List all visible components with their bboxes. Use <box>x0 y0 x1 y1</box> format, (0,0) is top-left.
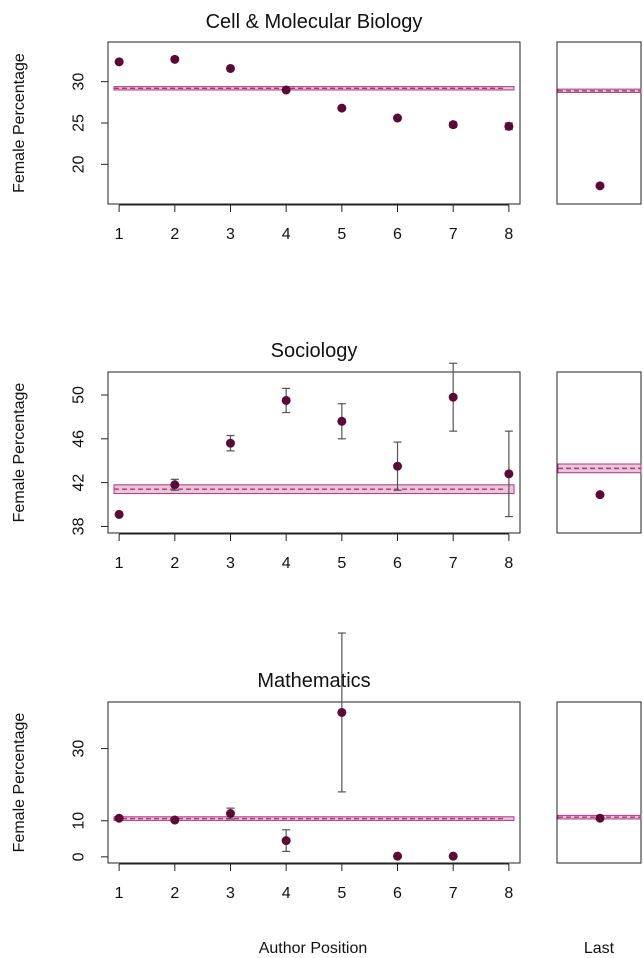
last-axis-label: Last <box>584 940 615 957</box>
data-point <box>448 120 458 130</box>
x-tick-label: 3 <box>226 226 235 243</box>
chart-panel-2: Sociology Female Percentage 38 42 46 50 1 2 3 4 5 6… <box>11 340 642 572</box>
x-tick-label: 8 <box>504 555 513 572</box>
data-point <box>393 113 403 123</box>
x-tick-label: 7 <box>449 555 458 572</box>
data-point <box>170 54 180 64</box>
plot-frame <box>107 701 521 864</box>
last-data-point <box>595 813 605 823</box>
data-point <box>504 469 514 479</box>
x-tick-label: 4 <box>282 885 291 902</box>
y-tick-label: 0 <box>71 852 88 861</box>
last-plot-frame <box>556 41 642 205</box>
x-tick-label: 5 <box>337 555 346 572</box>
x-tick-label: 4 <box>282 226 291 243</box>
y-tick-label: 46 <box>71 430 88 448</box>
chart-panel-3: Mathematics Female Percentage 0 10 30 1 2 3 4 5 6 7… <box>11 632 642 902</box>
last-data-point <box>595 490 605 500</box>
y-tick-label: 30 <box>71 740 88 758</box>
data-point <box>504 121 514 131</box>
chart-title: Sociology <box>271 340 358 362</box>
x-tick-label: 2 <box>170 226 179 243</box>
y-tick-label: 20 <box>71 155 88 173</box>
x-tick-label: 2 <box>170 885 179 902</box>
data-point <box>337 416 347 426</box>
data-point <box>281 85 291 95</box>
x-tick-label: 3 <box>226 555 235 572</box>
data-point <box>170 480 180 490</box>
last-plot-frame <box>556 701 642 864</box>
data-point <box>114 509 124 519</box>
plot-frame <box>107 371 521 534</box>
data-point <box>114 813 124 823</box>
last-data-point <box>595 181 605 191</box>
data-point <box>225 809 235 819</box>
y-axis-label: Female Percentage <box>11 383 28 523</box>
x-axis-label: Author Position <box>259 940 368 957</box>
data-point <box>448 851 458 861</box>
panels-group: Cell & Molecular Biology Female Percentag… <box>11 11 642 902</box>
y-tick-label: 10 <box>71 812 88 830</box>
data-point <box>281 395 291 405</box>
data-point <box>393 851 403 861</box>
x-tick-label: 6 <box>393 226 402 243</box>
y-tick-label: 50 <box>71 386 88 404</box>
chart-title: Mathematics <box>257 670 370 692</box>
x-tick-label: 8 <box>504 885 513 902</box>
data-point <box>337 707 347 717</box>
data-point <box>225 438 235 448</box>
x-tick-label: 1 <box>115 226 124 243</box>
x-tick-label: 1 <box>115 885 124 902</box>
x-tick-label: 7 <box>449 226 458 243</box>
y-axis-label: Female Percentage <box>11 713 28 853</box>
x-tick-label: 1 <box>115 555 124 572</box>
data-point <box>393 461 403 471</box>
y-tick-label: 38 <box>71 517 88 535</box>
data-point <box>170 815 180 825</box>
x-tick-label: 6 <box>393 885 402 902</box>
chart-title: Cell & Molecular Biology <box>206 11 423 33</box>
x-tick-label: 7 <box>449 885 458 902</box>
data-point <box>448 392 458 402</box>
plot-frame <box>107 41 521 205</box>
x-tick-label: 8 <box>504 226 513 243</box>
x-tick-label: 5 <box>337 885 346 902</box>
last-plot-frame <box>556 371 642 534</box>
data-point <box>281 836 291 846</box>
y-tick-label: 25 <box>71 114 88 132</box>
x-tick-label: 6 <box>393 555 402 572</box>
x-tick-label: 5 <box>337 226 346 243</box>
chart-panel-1: Cell & Molecular Biology Female Percentag… <box>11 11 642 243</box>
x-tick-label: 4 <box>282 555 291 572</box>
y-tick-label: 30 <box>71 73 88 91</box>
data-point <box>225 63 235 73</box>
data-point <box>114 57 124 67</box>
y-axis-label: Female Percentage <box>11 53 28 193</box>
x-tick-label: 3 <box>226 885 235 902</box>
x-tick-label: 2 <box>170 555 179 572</box>
data-point <box>337 103 347 113</box>
y-tick-label: 42 <box>71 474 88 492</box>
